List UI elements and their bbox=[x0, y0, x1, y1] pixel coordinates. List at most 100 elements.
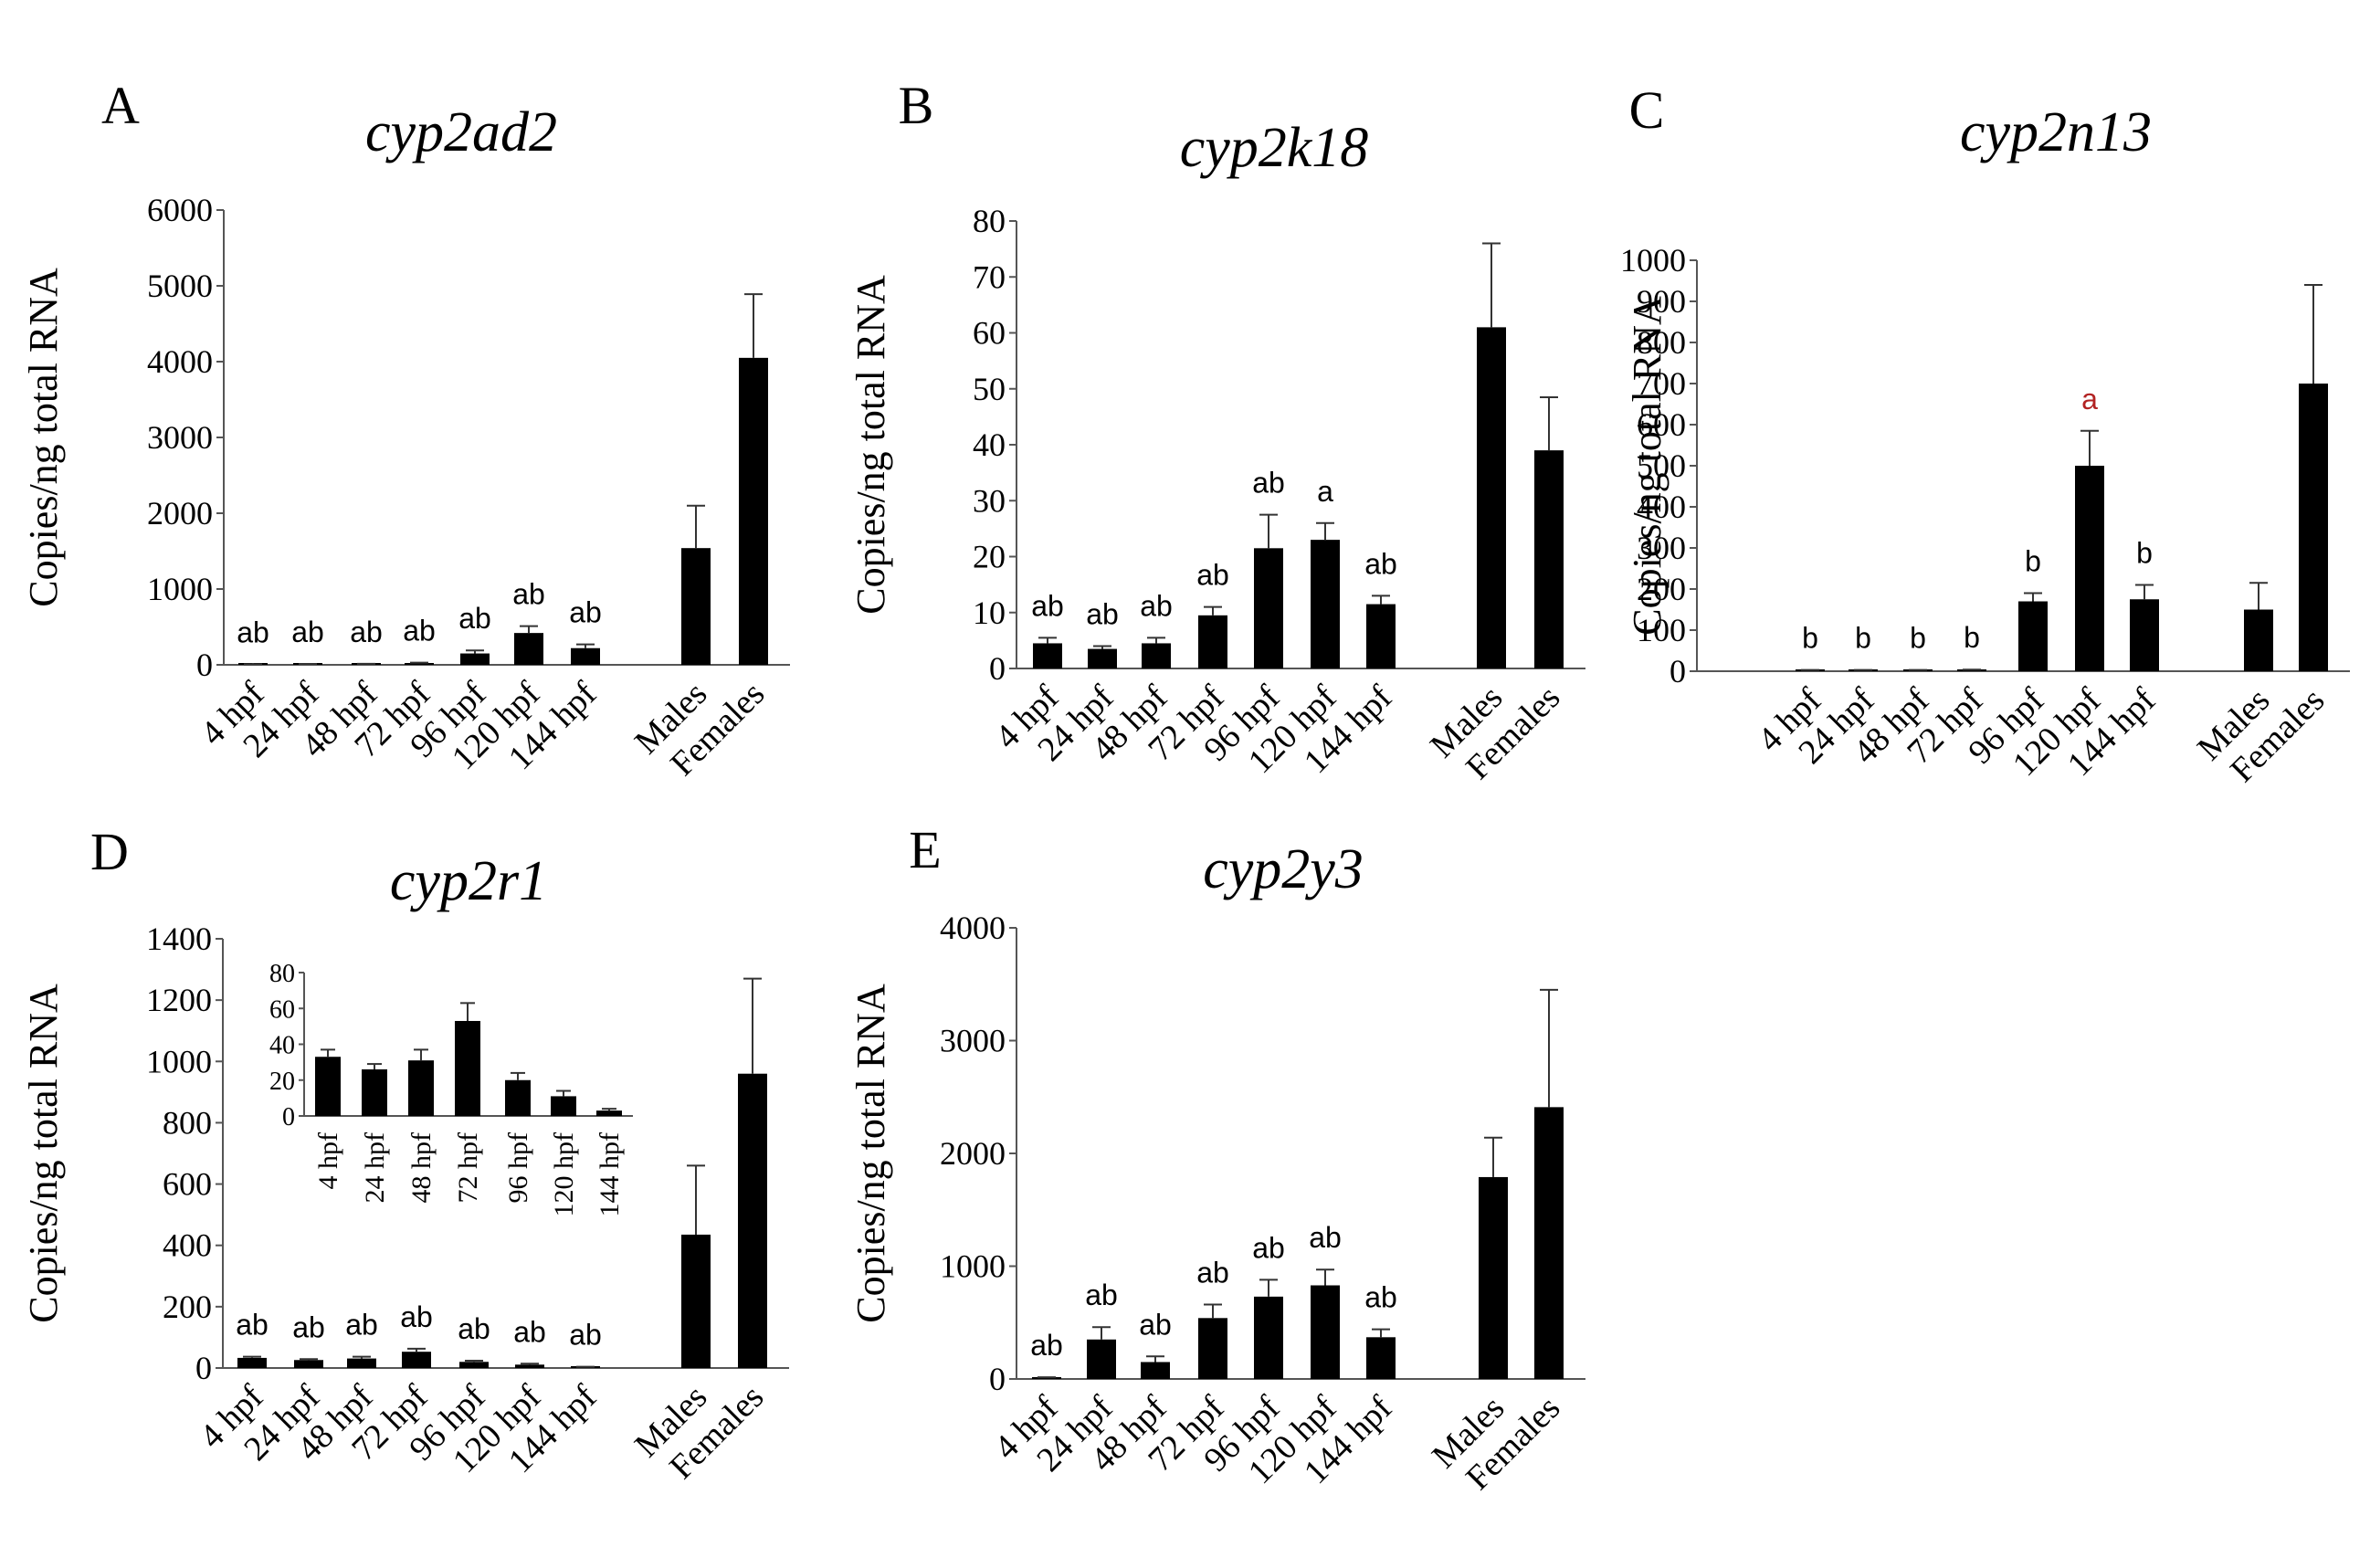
significance-label: b bbox=[2025, 545, 2041, 578]
panel-label: A bbox=[101, 76, 140, 135]
y-tick-label: 70 bbox=[973, 258, 1006, 295]
inset-x-tick-label: 96 hpf bbox=[503, 1132, 533, 1204]
significance-label: a bbox=[2081, 383, 2098, 416]
y-tick-label: 800 bbox=[163, 1104, 212, 1141]
y-tick-label: 1000 bbox=[147, 571, 213, 607]
significance-label: b bbox=[1910, 622, 1926, 655]
significance-label: b bbox=[1802, 622, 1818, 655]
y-tick-label: 400 bbox=[1637, 489, 1686, 525]
inset-x-tick-label: 24 hpf bbox=[360, 1132, 390, 1204]
y-tick-label: 800 bbox=[1637, 324, 1686, 361]
significance-label: ab bbox=[403, 615, 436, 647]
y-axis-label: Copies/ng total RNA bbox=[21, 268, 66, 607]
significance-label: ab bbox=[1086, 598, 1119, 631]
bar bbox=[514, 633, 543, 665]
bar bbox=[515, 1364, 544, 1368]
y-tick-label: 200 bbox=[1637, 571, 1686, 607]
inset-bar bbox=[362, 1068, 387, 1116]
significance-label: b bbox=[1964, 621, 1980, 654]
bar bbox=[1534, 1107, 1564, 1379]
significance-label: ab bbox=[1364, 1281, 1397, 1314]
bar bbox=[1311, 1285, 1340, 1379]
bar bbox=[1477, 327, 1506, 668]
significance-label: ab bbox=[513, 1315, 546, 1348]
chart-title: cyp2k18 bbox=[1180, 117, 1369, 179]
bar bbox=[1254, 548, 1283, 668]
significance-label: ab bbox=[350, 616, 383, 648]
y-tick-label: 0 bbox=[989, 650, 1006, 687]
y-tick-label: 0 bbox=[989, 1361, 1006, 1397]
significance-label: ab bbox=[1252, 1231, 1285, 1264]
y-tick-label: 5000 bbox=[147, 268, 213, 304]
panel-label: C bbox=[1629, 80, 1665, 140]
bar bbox=[2244, 609, 2273, 671]
inset-x-tick-label: 4 hpf bbox=[313, 1132, 343, 1190]
significance-label: ab bbox=[569, 596, 602, 629]
significance-label: ab bbox=[400, 1300, 433, 1333]
bar bbox=[237, 1357, 267, 1368]
y-tick-label: 600 bbox=[163, 1166, 212, 1203]
y-tick-label: 0 bbox=[196, 647, 213, 683]
significance-label: ab bbox=[237, 616, 269, 648]
y-tick-label: 10 bbox=[973, 595, 1006, 631]
y-tick-label: 3000 bbox=[940, 1023, 1006, 1059]
y-tick-label: 2000 bbox=[940, 1135, 1006, 1172]
chart-title: cyp2r1 bbox=[390, 850, 547, 912]
significance-label: ab bbox=[1031, 589, 1064, 622]
inset-x-tick-label: 48 hpf bbox=[406, 1132, 437, 1204]
significance-label: ab bbox=[292, 1310, 325, 1343]
y-tick-label: 0 bbox=[195, 1350, 212, 1386]
y-tick-label: 4000 bbox=[147, 343, 213, 380]
bar bbox=[1311, 540, 1340, 668]
significance-label: ab bbox=[1196, 559, 1229, 592]
y-tick-label: 0 bbox=[1670, 653, 1686, 689]
inset-bar bbox=[408, 1060, 434, 1116]
bar bbox=[459, 1362, 489, 1368]
bar bbox=[1366, 1337, 1396, 1379]
bar bbox=[1142, 643, 1171, 668]
significance-label: b bbox=[2136, 537, 2153, 570]
inset-bar bbox=[596, 1110, 622, 1116]
inset-bar bbox=[315, 1057, 341, 1116]
y-tick-label: 4000 bbox=[940, 910, 1006, 946]
bar bbox=[1033, 643, 1062, 668]
inset-y-tick-label: 40 bbox=[269, 1032, 295, 1060]
bar bbox=[402, 1352, 431, 1368]
bar bbox=[1141, 1362, 1170, 1379]
bar bbox=[1087, 1339, 1116, 1379]
inset-bar bbox=[455, 1020, 480, 1116]
inset-bar bbox=[505, 1079, 531, 1116]
y-tick-label: 200 bbox=[163, 1289, 212, 1325]
chart-title: cyp2n13 bbox=[1960, 101, 2152, 163]
chart-title: cyp2ad2 bbox=[365, 101, 557, 163]
y-tick-label: 400 bbox=[163, 1227, 212, 1264]
bar bbox=[2299, 384, 2328, 671]
inset-x-tick-label: 72 hpf bbox=[453, 1132, 483, 1204]
y-axis-label: Copies/ng total RNA bbox=[848, 275, 893, 615]
inset-x-tick-label: 144 hpf bbox=[595, 1132, 625, 1217]
bar bbox=[2130, 599, 2159, 671]
y-tick-label: 500 bbox=[1637, 447, 1686, 484]
panel-label: E bbox=[909, 820, 941, 879]
bar bbox=[294, 1360, 323, 1368]
bar bbox=[681, 1234, 711, 1368]
significance-label: ab bbox=[1140, 589, 1173, 622]
y-tick-label: 100 bbox=[1637, 612, 1686, 648]
y-tick-label: 1000 bbox=[1620, 242, 1686, 279]
y-tick-label: 1200 bbox=[146, 982, 212, 1018]
significance-label: ab bbox=[1309, 1221, 1342, 1254]
bar bbox=[1366, 604, 1396, 668]
significance-label: ab bbox=[458, 602, 491, 635]
bar bbox=[460, 653, 490, 665]
inset-y-tick-label: 60 bbox=[269, 995, 295, 1024]
panel-label: B bbox=[899, 76, 934, 135]
y-tick-label: 60 bbox=[973, 315, 1006, 352]
inset-y-tick-label: 0 bbox=[282, 1103, 295, 1131]
significance-label: ab bbox=[1252, 467, 1285, 500]
significance-label: ab bbox=[1085, 1279, 1118, 1311]
bar bbox=[1088, 648, 1117, 668]
